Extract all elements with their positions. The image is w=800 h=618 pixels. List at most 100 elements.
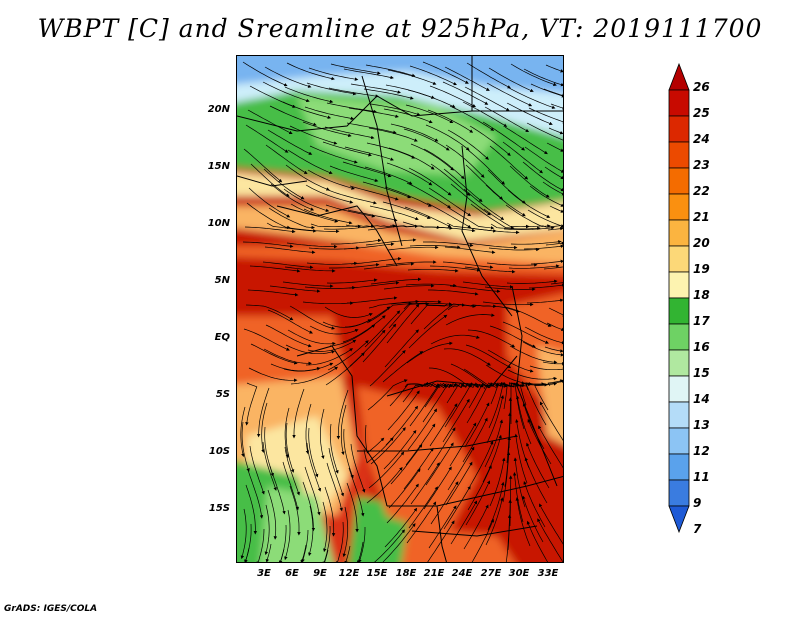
streamline [323, 549, 329, 562]
streamline [284, 509, 291, 561]
colorbar-box [668, 323, 690, 351]
streamline [442, 261, 494, 269]
streamline [523, 68, 563, 87]
streamline [489, 325, 536, 348]
streamline [369, 350, 406, 387]
streamline [384, 186, 432, 207]
streamline [410, 143, 454, 171]
streamline [539, 503, 563, 545]
streamline [443, 168, 483, 203]
colorbar-box [668, 167, 690, 195]
streamline [330, 63, 381, 75]
streamline [443, 485, 471, 530]
lon-label-33e: 33E [537, 568, 559, 579]
streamline [245, 484, 258, 535]
streamline [509, 165, 550, 198]
streamline [342, 506, 349, 558]
streamline [527, 418, 552, 465]
streamline [529, 365, 563, 371]
colorbar-box [668, 193, 690, 221]
colorbar-box [668, 89, 690, 117]
streamline [240, 406, 246, 458]
streamline [364, 310, 401, 348]
streamline [482, 434, 502, 483]
streamline [409, 65, 457, 86]
streamline [279, 548, 285, 562]
streamline [510, 240, 562, 245]
streamline [522, 161, 563, 192]
colorbar-box [668, 141, 690, 169]
streamline [366, 142, 416, 159]
streamline [344, 306, 391, 328]
streamline [504, 306, 552, 327]
streamline [269, 285, 321, 293]
streamline [300, 544, 307, 562]
colorbar-box [668, 219, 690, 247]
colorbar-box [668, 115, 690, 143]
streamline [387, 69, 437, 85]
streamline [262, 261, 314, 269]
streamline [422, 61, 469, 84]
lon-label-3e: 3E [257, 568, 271, 579]
streamline [306, 261, 358, 266]
streamline [306, 82, 357, 96]
streamline [428, 505, 457, 549]
streamline [483, 382, 520, 390]
colorbar-box [668, 271, 690, 299]
streamline [366, 302, 413, 324]
streamline [268, 207, 316, 230]
streamline [425, 124, 470, 151]
lon-label-9e: 9E [313, 568, 327, 579]
streamline [284, 446, 300, 496]
colorbar-label: 16 [693, 340, 710, 354]
colorbar-box [668, 453, 690, 481]
streamline [365, 64, 416, 77]
streamline [303, 208, 353, 225]
streamline [349, 329, 386, 367]
streamline [346, 296, 398, 304]
streamline [465, 344, 512, 368]
streamline [489, 145, 529, 180]
streamline [523, 480, 546, 528]
colorbar-label: 20 [693, 236, 710, 250]
streamline [302, 301, 354, 305]
lon-label-27e: 27E [480, 568, 502, 579]
colorbar [668, 62, 690, 534]
streamline [289, 485, 301, 536]
country-borders [237, 56, 563, 562]
colorbar-label: 11 [693, 470, 710, 484]
streamline [374, 529, 406, 562]
streamline [382, 523, 416, 562]
streamline [264, 504, 270, 556]
streamline [523, 244, 563, 250]
streamline [423, 148, 465, 180]
streamline [387, 245, 439, 251]
streamline [343, 428, 354, 479]
streamline [256, 387, 270, 438]
streamline [449, 285, 501, 293]
colorbar-label: 19 [693, 262, 710, 276]
streamline [282, 281, 334, 288]
streamline [529, 185, 563, 207]
streamline [526, 298, 563, 304]
colorbar-box [668, 62, 690, 91]
temperature-region [237, 56, 563, 93]
streamline [484, 286, 536, 291]
streamline [368, 451, 405, 489]
streamline [468, 227, 520, 235]
streamline [261, 402, 268, 454]
streamline [390, 300, 442, 305]
temperature-region [537, 346, 563, 444]
streamline [322, 141, 372, 157]
streamline [543, 88, 563, 97]
temperature-region [401, 526, 515, 562]
streamline [522, 402, 545, 450]
streamline [409, 245, 461, 249]
streamline [367, 379, 408, 411]
streamline [385, 260, 437, 266]
streamline [522, 495, 544, 543]
streamline [384, 507, 418, 548]
streamline [545, 64, 563, 73]
streamline [307, 169, 355, 190]
streamline [343, 68, 394, 80]
